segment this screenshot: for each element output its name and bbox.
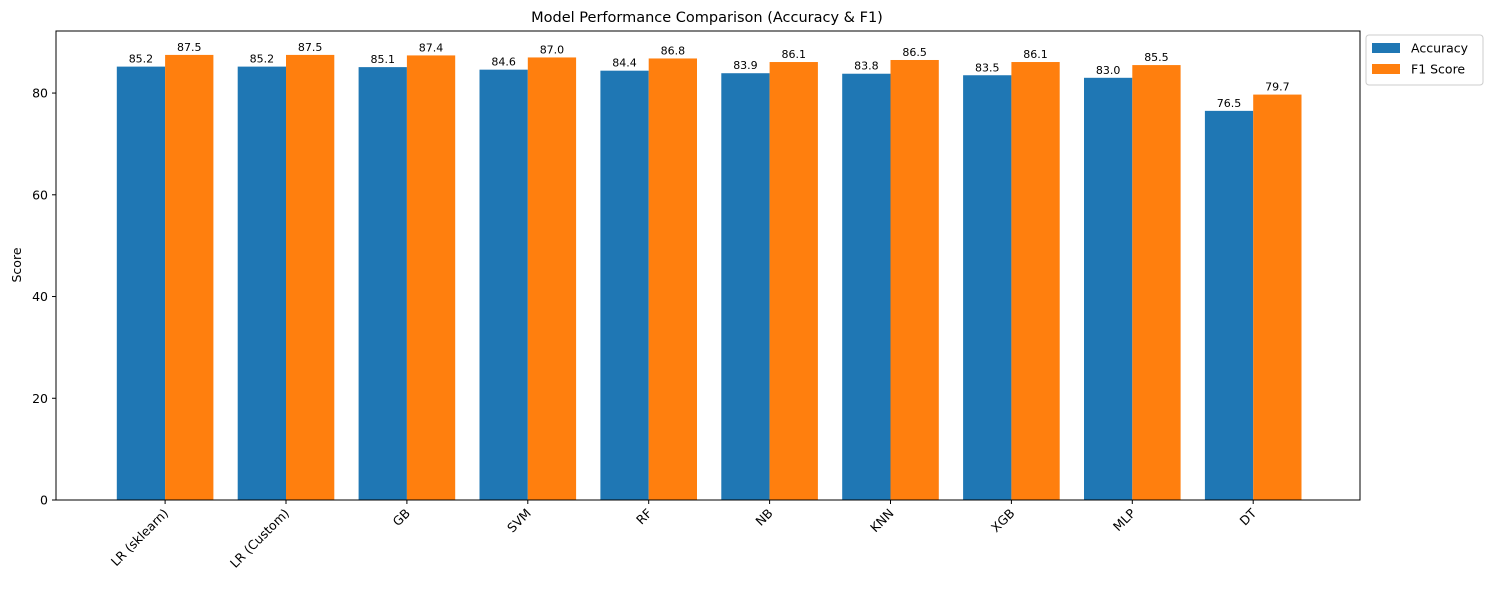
bar-value-label: 84.6 [491, 56, 516, 69]
legend-label: Accuracy [1411, 41, 1469, 56]
bar-accuracy-0 [116, 66, 166, 501]
bar-value-label: 87.0 [540, 43, 565, 56]
bar-f1-score-5 [769, 62, 818, 500]
bar-accuracy-5 [721, 73, 770, 500]
y-axis-label: Score [9, 247, 24, 282]
bar-value-label: 86.5 [902, 46, 927, 59]
bar-value-label: 83.5 [975, 61, 1000, 74]
bar-accuracy-9 [1204, 110, 1254, 501]
bar-value-label: 86.1 [782, 48, 807, 61]
bar-f1-score-2 [406, 55, 456, 501]
bar-value-label: 86.1 [1023, 48, 1048, 61]
legend: Accuracy F1 Score [1365, 34, 1484, 86]
bar-value-label: 85.1 [371, 53, 396, 66]
bar-value-label: 86.8 [661, 44, 686, 57]
bar-value-label: 87.5 [177, 41, 202, 54]
bar-value-label: 76.5 [1217, 97, 1242, 110]
bar-value-label: 83.0 [1096, 64, 1121, 77]
bar-accuracy-8 [1084, 77, 1133, 501]
legend-swatch [1372, 64, 1400, 74]
bar-f1-score-6 [890, 59, 939, 501]
bar-accuracy-3 [479, 69, 528, 500]
bar-value-label: 87.4 [419, 41, 444, 54]
legend-swatch [1372, 43, 1400, 53]
bar-f1-score-3 [527, 57, 577, 500]
bar-accuracy-7 [963, 75, 1012, 500]
y-axis: 0 20 40 60 80 [32, 86, 56, 508]
bars-group [116, 54, 1302, 501]
y-tick-label: 20 [32, 391, 48, 406]
y-tick-label: 60 [32, 187, 48, 202]
bar-f1-score-7 [1011, 62, 1060, 500]
legend-label: F1 Score [1411, 62, 1465, 77]
bar-f1-score-1 [286, 54, 335, 500]
bar-value-label: 85.5 [1144, 51, 1169, 64]
bar-labels-group: 85.2 85.2 85.1 84.6 84.4 83.9 83.8 83.5 83.0 76.5… [129, 41, 1290, 110]
y-tick-label: 80 [32, 86, 48, 101]
y-tick-label: 0 [40, 493, 48, 508]
bar-accuracy-2 [358, 67, 407, 501]
bar-value-label: 87.5 [298, 41, 323, 54]
bar-f1-score-9 [1253, 94, 1302, 500]
chart-title: Model Performance Comparison (Accuracy &… [531, 10, 883, 26]
bar-accuracy-4 [600, 70, 649, 501]
plot-frame [55, 30, 1361, 501]
bar-accuracy-1 [237, 66, 286, 501]
bar-value-label: 79.7 [1265, 81, 1290, 94]
bar-f1-score-0 [165, 54, 214, 500]
bar-value-label: 84.4 [612, 57, 637, 70]
bar-f1-score-4 [648, 58, 697, 500]
y-tick-label: 40 [32, 289, 48, 304]
bar-value-label: 85.2 [250, 53, 275, 66]
bar-accuracy-6 [842, 73, 891, 500]
bar-f1-score-8 [1132, 65, 1181, 500]
bar-value-label: 83.8 [854, 60, 879, 73]
bar-value-label: 85.2 [129, 53, 154, 66]
bar-value-label: 83.9 [733, 59, 758, 72]
